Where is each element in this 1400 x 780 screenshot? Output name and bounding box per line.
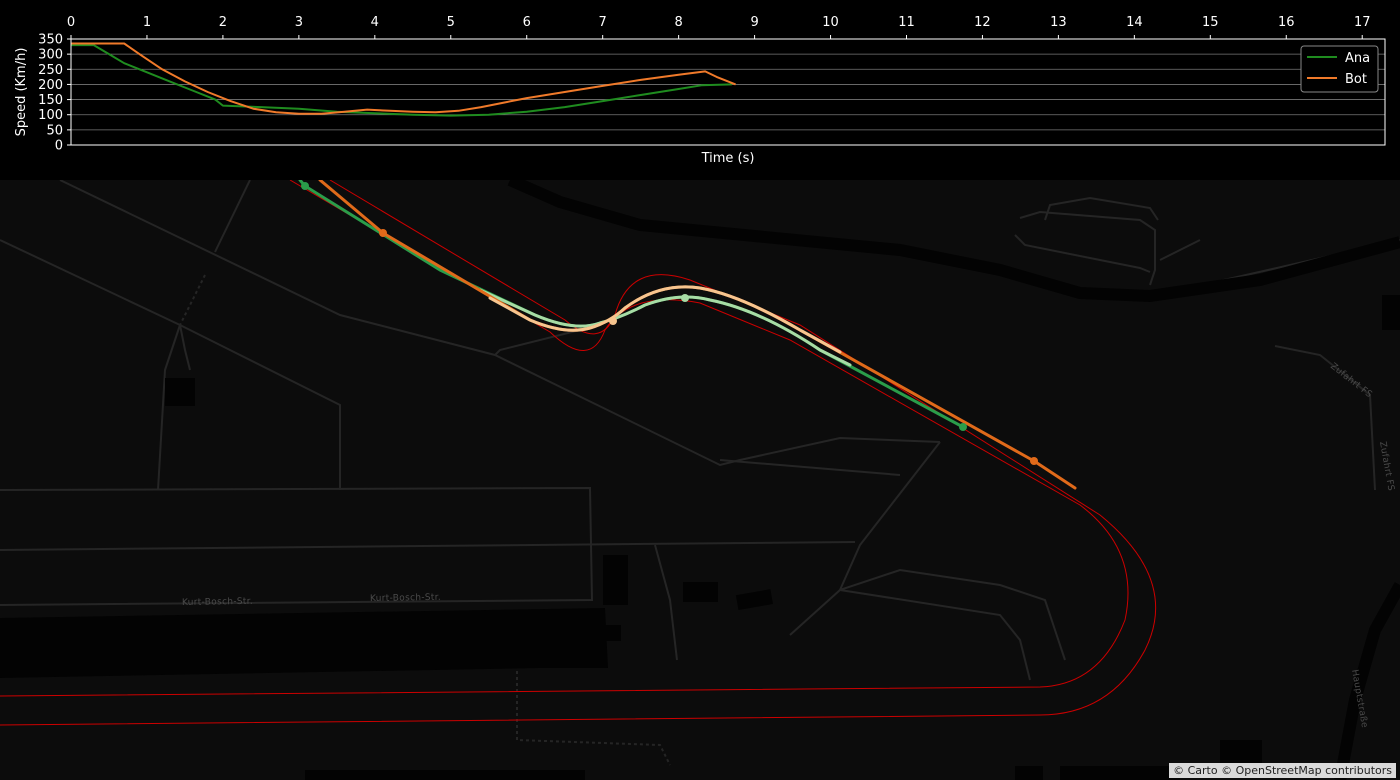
- street-label-kurt-bosch-1: Kurt-Bosch-Str.: [182, 597, 253, 608]
- map-buildings: [0, 295, 1400, 780]
- x-tick-label-9: 9: [750, 15, 758, 30]
- street-label-zufahrt-2: Zufahrt FS: [1377, 441, 1396, 492]
- position-markers: [301, 182, 1038, 465]
- legend-label-ana: Ana: [1345, 51, 1370, 66]
- map-street-labels: Kurt-Bosch-Str. Kurt-Bosch-Str. Zufahrt …: [182, 361, 1396, 728]
- x-tick-label-8: 8: [674, 15, 682, 30]
- x-tick-label-7: 7: [599, 15, 607, 30]
- x-axis-ticks: 0 1 2 3 4 5 6 7 8 9 10 11 12 13 14 15 16 17: [67, 15, 1371, 39]
- y-tick-label-100: 100: [38, 108, 63, 123]
- y-tick-label-150: 150: [38, 93, 63, 108]
- ana-marker-end[interactable]: [959, 423, 967, 431]
- track-boundary-inner: [0, 180, 1129, 697]
- bot-marker-start[interactable]: [379, 229, 387, 237]
- ana-marker-current[interactable]: [681, 294, 689, 302]
- y-tick-label-200: 200: [38, 78, 63, 93]
- x-tick-label-17: 17: [1354, 15, 1371, 30]
- track-boundary-outer: [0, 180, 1157, 726]
- street-label-kurt-bosch-2: Kurt-Bosch-Str.: [370, 593, 441, 604]
- x-tick-label-16: 16: [1278, 15, 1295, 30]
- street-label-zufahrt-1: Zufahrt FS: [1328, 361, 1374, 400]
- ana-marker-start[interactable]: [301, 182, 309, 190]
- map-motorway: [507, 180, 1400, 780]
- y-tick-label-0: 0: [55, 139, 63, 154]
- x-tick-label-1: 1: [143, 15, 151, 30]
- bot-marker-end[interactable]: [1030, 457, 1038, 465]
- x-tick-label-12: 12: [974, 15, 991, 30]
- x-tick-label-3: 3: [295, 15, 303, 30]
- y-tick-label-300: 300: [38, 48, 63, 63]
- track-boundaries: [0, 180, 1157, 726]
- x-tick-label-13: 13: [1050, 15, 1067, 30]
- y-tick-label-250: 250: [38, 63, 63, 78]
- chart-legend: Ana Bot: [1300, 45, 1379, 93]
- map-roads: [0, 180, 1400, 766]
- x-tick-label-14: 14: [1126, 15, 1143, 30]
- bot-marker-current[interactable]: [609, 317, 617, 325]
- x-tick-label-2: 2: [219, 15, 227, 30]
- x-tick-label-11: 11: [898, 15, 915, 30]
- y-axis-label: Speed (Km/h): [14, 48, 29, 137]
- chart-grid: [71, 53, 1385, 131]
- x-tick-label-6: 6: [523, 15, 531, 30]
- series-line-bot: [71, 42, 736, 115]
- track-map[interactable]: Kurt-Bosch-Str. Kurt-Bosch-Str. Zufahrt …: [0, 180, 1400, 780]
- x-tick-label-5: 5: [447, 15, 455, 30]
- track-map-svg[interactable]: Kurt-Bosch-Str. Kurt-Bosch-Str. Zufahrt …: [0, 180, 1400, 780]
- chart-plot-frame: [70, 38, 1386, 146]
- y-tick-label-350: 350: [38, 33, 63, 48]
- x-tick-label-0: 0: [67, 15, 75, 30]
- chart-series: [71, 42, 736, 117]
- legend-label-bot: Bot: [1345, 72, 1367, 87]
- map-attribution[interactable]: © Carto © OpenStreetMap contributors: [1169, 763, 1396, 778]
- speed-chart: 0 1 2 3 4 5 6 7 8 9 10 11 12 13 14 15 16 17 0 50 100 150 200 2…: [0, 0, 1400, 180]
- speed-chart-svg: 0 1 2 3 4 5 6 7 8 9 10 11 12 13 14 15 16 17 0501001502002…: [14, 15, 1386, 166]
- ana-highlight-segment: [478, 288, 852, 367]
- driving-lines: [298, 180, 1077, 490]
- x-tick-label-15: 15: [1202, 15, 1219, 30]
- y-tick-label-50: 50: [46, 123, 63, 138]
- x-axis-label: Time (s): [701, 151, 755, 166]
- bot-highlight-segment: [488, 285, 842, 354]
- x-tick-label-4: 4: [371, 15, 379, 30]
- x-tick-label-10: 10: [822, 15, 839, 30]
